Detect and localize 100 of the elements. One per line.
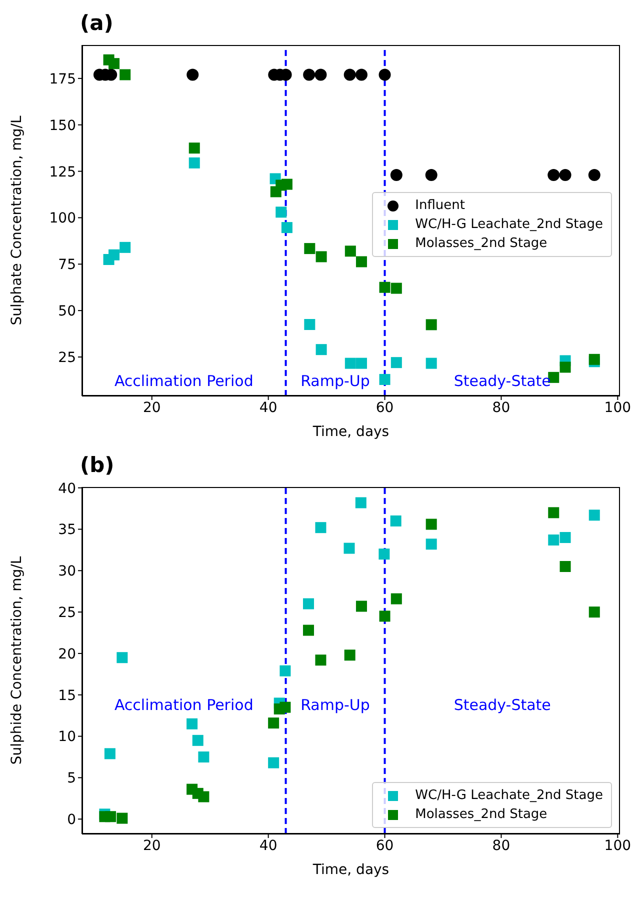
y-tick-label: 5 [67,770,76,787]
x-tick-label: 20 [142,400,161,416]
annotation: Acclimation Period [114,372,254,390]
point [108,58,120,70]
point [379,282,390,293]
x-axis-title: Time, days [312,862,390,878]
point [116,812,128,824]
point [344,246,356,257]
y-tick-label: 30 [58,564,76,580]
annotation: Ramp-Up [300,696,370,714]
annotation: Acclimation Period [114,696,254,714]
y-tick-label: 0 [67,812,76,828]
y-tick-label: 40 [58,480,76,497]
y-tick-label: 75 [58,257,76,274]
y-tick-label: 25 [58,350,76,366]
point [425,169,438,181]
y-tick-label: 25 [58,605,76,622]
legend-label: Molasses_2nd Stage [415,236,548,252]
point [104,748,116,760]
point [390,357,402,368]
chart-title: (b) [79,452,116,479]
point [280,702,291,713]
x-tick-label: 60 [376,838,394,854]
point [588,510,600,521]
point [390,169,402,181]
point [276,206,287,218]
point [268,718,280,729]
point [304,243,316,254]
point [186,68,199,81]
annotation: Steady-State [454,372,551,390]
y-tick-label: 125 [49,164,76,180]
point [302,598,314,610]
point [379,610,390,622]
point [268,757,280,768]
x-tick-label: 60 [376,400,394,416]
x-tick-label: 40 [259,400,278,416]
point [315,522,326,534]
point [281,222,292,234]
point [560,561,571,572]
point [588,606,600,618]
x-tick-label: 80 [492,400,510,416]
point [356,600,367,612]
y-tick-label: 100 [49,210,76,227]
point [198,751,210,762]
point [390,282,402,294]
point [198,791,210,802]
point [120,242,131,253]
point [559,169,572,181]
point [426,518,437,530]
y-tick-label: 35 [58,522,76,538]
point [304,319,316,330]
point [588,354,600,365]
point [314,68,327,81]
point [390,515,402,526]
y-tick-label: 10 [58,729,76,746]
legend-label: WC/H-G Leachate_2nd Stage [415,217,603,232]
point [188,142,200,154]
point [344,650,356,661]
point [588,169,600,181]
legend-label: Molasses_2nd Stage [415,807,548,822]
point [303,68,316,81]
point [315,654,326,666]
y-axis-title: Sulphide Concentration, mg/L [8,556,25,765]
point [316,344,327,356]
x-tick-label: 20 [142,838,161,854]
point [379,374,390,385]
point [390,593,402,604]
point [302,624,314,636]
point [356,256,367,268]
point [560,532,571,544]
x-tick-label: 40 [259,838,278,854]
point [186,718,198,730]
point [378,68,391,81]
point [355,497,366,508]
x-tick-label: 80 [492,838,510,854]
y-axis-title: Sulphate Concentration, mg/L [8,116,25,326]
point [192,734,204,746]
annotation: Steady-State [454,696,551,714]
point [280,665,291,676]
x-tick-label: 100 [604,400,632,416]
point [108,249,120,260]
legend-label: WC/H-G Leachate_2nd Stage [415,788,603,803]
y-tick-label: 50 [58,304,76,320]
chart-title: (a) [79,10,114,37]
legend-label: Influent [415,198,465,214]
point [356,358,367,369]
point [120,69,131,80]
point [281,178,292,190]
point [344,358,356,369]
point [344,542,355,554]
y-tick-label: 175 [49,71,76,88]
point [426,319,437,330]
point [188,157,200,168]
point [548,507,560,518]
point [116,652,128,664]
point [316,251,327,262]
y-tick-label: 15 [58,688,76,704]
annotation: Ramp-Up [300,372,370,390]
point [426,358,437,369]
point [344,68,356,81]
